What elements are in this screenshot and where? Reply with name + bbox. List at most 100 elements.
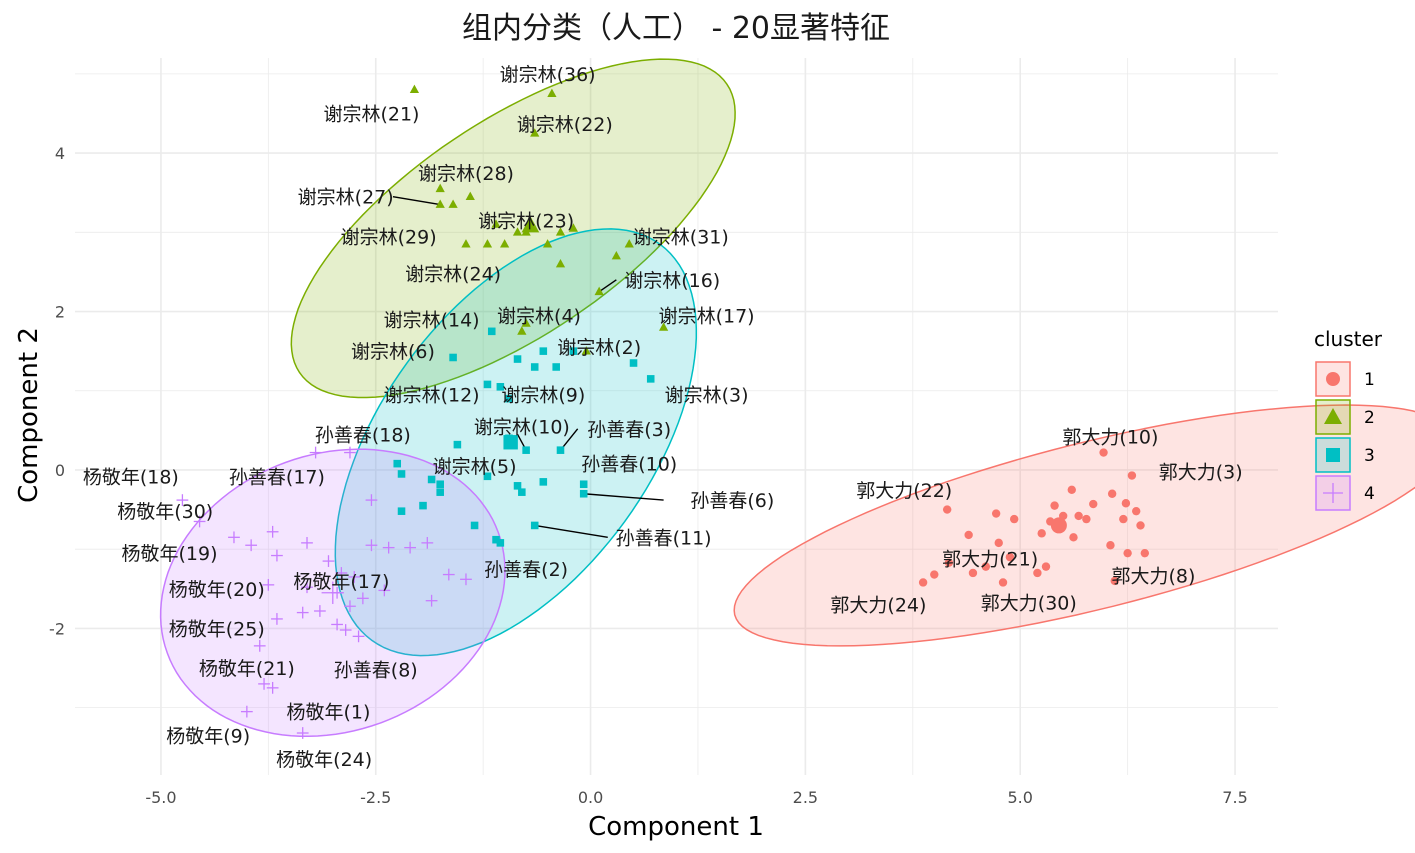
cluster-3-point	[470, 521, 479, 530]
point-label: 杨敬年(9)	[166, 725, 250, 747]
cluster-1-point	[1140, 548, 1150, 558]
cluster-2-centroid	[521, 216, 540, 233]
cluster-1-ellipse	[733, 404, 1415, 647]
cluster-3-point	[579, 489, 588, 498]
cluster-3-point	[556, 446, 565, 454]
cluster-1-point	[1136, 521, 1145, 530]
cluster-1-point	[1041, 562, 1051, 571]
point-label: 杨敬年(18)	[83, 466, 179, 488]
cluster-4-point	[331, 618, 343, 631]
point-labels: 郭大力(10)郭大力(3) 郭大力(22) 郭大力(21) 郭大力(8) 郭大力(24)…	[83, 64, 1243, 771]
cluster-1-point	[1121, 499, 1131, 508]
cluster-2-point	[555, 227, 566, 236]
cluster-4-point	[266, 681, 279, 694]
cluster-3-point	[539, 478, 548, 486]
point-label: 谢宗林(36)	[500, 64, 596, 86]
cluster-3-point	[530, 363, 539, 371]
cluster-1-point	[994, 538, 1003, 548]
legend: cluster 1 2 3 4	[1314, 327, 1383, 511]
cluster-4-point	[365, 494, 378, 506]
cluster-4-point	[228, 531, 240, 544]
cluster-3-point	[646, 375, 655, 383]
cluster-3-point	[513, 482, 522, 490]
point-label: 谢宗林(12)	[384, 385, 480, 407]
point-label: 谢宗林(24)	[405, 263, 501, 285]
cluster-3-point	[496, 383, 505, 391]
cluster-4-centroid	[321, 581, 344, 604]
cluster-1-point	[1005, 552, 1015, 562]
data-points	[176, 84, 1150, 739]
cluster-3-point	[492, 535, 500, 544]
label-leader-line	[392, 195, 441, 206]
cluster-1-point	[1050, 501, 1059, 510]
x-tick-label: -5.0	[145, 788, 176, 807]
cluster-2-ellipse	[290, 58, 736, 399]
cluster-4-point	[442, 568, 455, 581]
point-label: 谢宗林(2)	[557, 337, 641, 359]
cluster-4-point	[404, 541, 417, 554]
cluster-4-point	[240, 705, 253, 718]
cluster-1-point	[1033, 568, 1042, 578]
point-label: 孙善春(3)	[587, 419, 671, 441]
x-tick-label: 0.0	[578, 788, 603, 807]
point-label: 谢宗林(3)	[665, 385, 749, 407]
cluster-4-point	[309, 446, 322, 459]
cluster-2-point	[435, 199, 445, 208]
cluster-3-point	[427, 475, 436, 484]
cluster-3-point	[579, 480, 588, 489]
cluster-2-point	[530, 128, 540, 137]
cluster-1-point	[1123, 548, 1132, 558]
cluster-4-point	[301, 536, 313, 549]
point-label: 谢宗林(28)	[418, 163, 514, 185]
cluster-2-point	[555, 258, 566, 268]
cluster-3-centroid	[503, 435, 518, 450]
point-label: 郭大力(30)	[981, 592, 1077, 614]
cluster-1-point	[1067, 485, 1076, 494]
cluster-1-point	[1099, 448, 1108, 457]
cluster-3-point	[629, 359, 638, 367]
cluster-1-point	[930, 570, 939, 579]
cluster-2-point	[581, 346, 591, 355]
cluster-4-point	[314, 605, 326, 617]
point-label: 谢宗林(23)	[478, 210, 574, 232]
cluster-1-point	[942, 505, 952, 514]
cluster-1-point	[1074, 511, 1083, 521]
cluster-4-point	[258, 678, 270, 690]
cluster-1-point	[968, 568, 978, 578]
point-label: 孙善春(17)	[229, 466, 325, 488]
x-tick-label: 5.0	[1007, 788, 1032, 807]
x-axis-ticks: -5.0 -2.5 0.0 2.5 5.0 7.5	[145, 788, 1247, 807]
y-tick-label: 2	[55, 303, 65, 322]
cluster-4-point	[296, 727, 309, 739]
y-axis-title: Component 2	[14, 327, 44, 503]
cluster-3-point	[513, 355, 522, 363]
point-label: 孙善春(18)	[315, 424, 411, 446]
point-label: 谢宗林(21)	[323, 103, 419, 125]
cluster-3-point	[569, 347, 578, 355]
cluster-1-point	[1110, 576, 1119, 586]
cluster-2-point	[547, 88, 557, 98]
cluster-1-point	[991, 509, 1001, 518]
cluster-4-point	[296, 606, 309, 619]
cluster-2-point	[448, 199, 458, 208]
point-label: 谢宗林(29)	[341, 226, 437, 248]
cluster-4-point	[176, 494, 189, 506]
point-label: 谢宗林(31)	[633, 226, 729, 248]
cluster-1-point	[1132, 506, 1141, 516]
point-label: 谢宗林(5)	[433, 456, 517, 478]
cluster-3-point	[436, 488, 444, 496]
legend-label-3: 3	[1364, 446, 1375, 466]
cluster-4-point	[339, 624, 352, 636]
cluster-2-point	[542, 239, 553, 248]
point-label: 谢宗林(6)	[351, 341, 435, 363]
cluster-4-point	[253, 639, 266, 652]
cluster-4-point	[262, 578, 275, 591]
cluster-4-point	[344, 600, 356, 613]
point-label: 孙善春(2)	[484, 559, 568, 581]
legend-label-1: 1	[1364, 370, 1375, 390]
label-leader-line	[534, 524, 608, 539]
cluster-2-point	[465, 191, 475, 201]
cluster-2-point	[409, 84, 420, 94]
cluster-3-point	[530, 521, 539, 530]
cluster-3-point	[453, 440, 462, 449]
